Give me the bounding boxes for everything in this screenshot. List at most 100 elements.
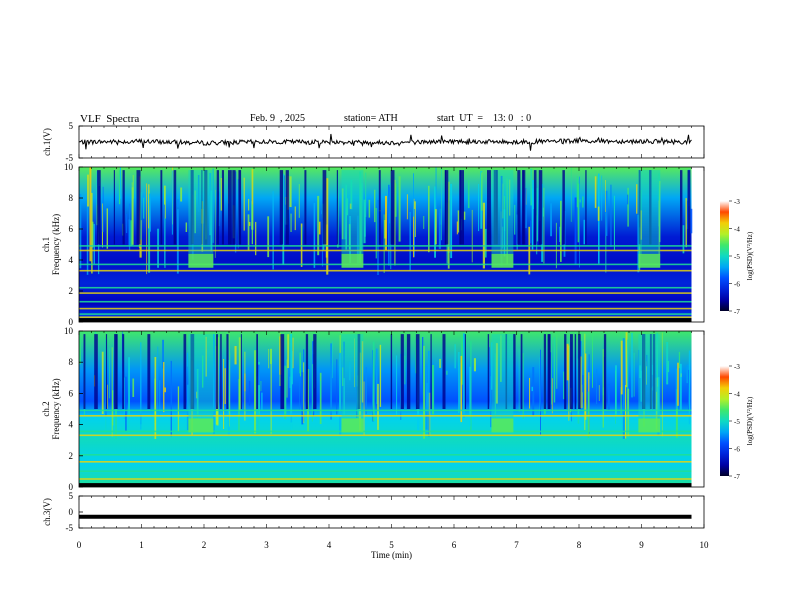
- ch3-waveform-panel: 5 0 -5 ch.3(V): [42, 491, 705, 533]
- s2-quiet-gap: [357, 334, 361, 409]
- s2-sferic-streak: [223, 359, 225, 429]
- s2-sferic-streak: [163, 362, 165, 413]
- s1-sferic-streak: [344, 197, 347, 240]
- s2-sferic-streak: [404, 355, 406, 385]
- s2-sferic-streak: [675, 368, 678, 409]
- s2-sferic-streak: [376, 348, 378, 405]
- s2-sferic-streak: [342, 367, 344, 386]
- s1-sferic-streak: [383, 214, 385, 273]
- ch1-cb-bar: [720, 201, 729, 311]
- s2-sferic-streak: [311, 350, 313, 422]
- s1-quiet-gap: [113, 170, 115, 245]
- s2-sferic-streak: [128, 357, 130, 439]
- s1-sferic-streak: [441, 167, 442, 241]
- ch2-colorbar: -3 -4 -5 -6 -7 log(PSD)(V²/Hz): [720, 363, 754, 481]
- s1-sferic-streak: [413, 173, 414, 217]
- s1-quiet-gap: [304, 170, 307, 245]
- s2-quiet-gap: [305, 334, 309, 409]
- s2-sferic-streak: [551, 333, 552, 405]
- s1-sferic-streak: [516, 214, 518, 250]
- s1-sferic-streak: [326, 178, 329, 275]
- s2-sferic-streak: [354, 338, 355, 388]
- s2-sferic-streak: [227, 359, 230, 436]
- s1-sferic-streak: [413, 209, 415, 257]
- s1-sferic-streak: [423, 216, 425, 229]
- s1-tone-band: [79, 286, 692, 289]
- s2-quiet-gap: [256, 334, 258, 409]
- s1-sferic-streak: [350, 179, 353, 210]
- s1-sferic-streak: [149, 193, 151, 232]
- s1-quiet-gap: [122, 170, 125, 245]
- s2-quiet-gap: [122, 334, 125, 409]
- s2-sferic-streak: [640, 370, 642, 402]
- s2-quiet-gap: [226, 334, 229, 409]
- s1-sferic-streak: [481, 172, 483, 211]
- s1-sferic-streak: [627, 187, 629, 227]
- s2-sferic-streak: [79, 334, 81, 365]
- s2-sferic-streak: [170, 360, 172, 437]
- s2-quiet-gap: [642, 334, 646, 409]
- s2-sferic-streak: [661, 332, 663, 437]
- s1-sferic-streak: [659, 181, 661, 243]
- s2-ytick-label: 4: [69, 420, 74, 430]
- s2-quiet-gap: [578, 334, 581, 409]
- s2-sferic-streak: [224, 368, 226, 405]
- s2-tone-band: [79, 454, 692, 456]
- s1-quiet-gap: [336, 170, 338, 245]
- s1-sferic-streak: [345, 184, 347, 250]
- s1-sferic-streak: [532, 180, 535, 209]
- s1-sferic-streak: [290, 213, 292, 232]
- s2-sferic-streak: [625, 332, 628, 388]
- s1-sferic-streak: [363, 199, 366, 244]
- s1-sferic-streak: [594, 176, 597, 208]
- s1-sferic-streak: [131, 182, 133, 244]
- s1-sferic-streak: [283, 175, 285, 218]
- time-tick-label: 2: [202, 540, 207, 550]
- s2-sferic-streak: [587, 391, 590, 438]
- s2-sferic-streak: [238, 337, 241, 411]
- s1-sferic-streak: [251, 204, 253, 245]
- s1-sferic-streak: [605, 180, 606, 213]
- s2-sferic-streak: [688, 369, 689, 410]
- s1-sferic-streak: [321, 218, 324, 267]
- time-tick-label: 5: [389, 540, 394, 550]
- s2-quiet-gap: [114, 334, 117, 409]
- s1-sferic-streak: [194, 190, 196, 234]
- s1-quiet-gap: [232, 170, 236, 245]
- s2-sferic-streak: [667, 360, 670, 373]
- s2-sferic-streak: [463, 333, 465, 418]
- s1-sferic-streak: [301, 226, 303, 245]
- s1-sferic-streak: [255, 221, 257, 256]
- s1-quiet-gap: [190, 170, 194, 245]
- s2-quiet-gap: [83, 334, 86, 409]
- s1-sferic-streak: [79, 194, 82, 269]
- s2-quiet-gap: [564, 334, 567, 409]
- s2-ytick-label: 10: [64, 326, 74, 336]
- s2-sferic-streak: [469, 366, 471, 427]
- s2-sferic-streak: [549, 352, 552, 387]
- s1-sferic-streak: [294, 206, 296, 231]
- s1-quiet-gap: [687, 170, 691, 245]
- s1-sferic-streak: [267, 216, 270, 258]
- s1-sferic-streak: [570, 167, 572, 222]
- s2-sferic-streak: [287, 334, 289, 368]
- s1-sferic-streak: [321, 210, 322, 215]
- s2-sferic-streak: [234, 346, 237, 365]
- s1-quiet-gap: [649, 170, 652, 245]
- chart-title: VLF Spectra: [80, 113, 140, 125]
- s1-sferic-streak: [530, 168, 533, 206]
- s2-sferic-streak: [248, 380, 251, 406]
- s1-burst-halo: [491, 170, 514, 254]
- s1-burst: [638, 253, 661, 268]
- s1-sferic-streak: [272, 191, 274, 270]
- s1-sferic-streak: [636, 184, 638, 214]
- s2-burst-halo: [341, 334, 364, 419]
- s1-sferic-streak: [119, 167, 121, 199]
- s1-sferic-streak: [377, 200, 379, 275]
- s2-sferic-streak: [688, 350, 691, 425]
- ch2-cb-tick-label: -3: [734, 363, 740, 371]
- s2-sferic-streak: [566, 343, 569, 381]
- s1-quiet-gap: [285, 170, 289, 245]
- s2-quiet-gap: [406, 334, 411, 409]
- s2-sferic-streak: [494, 353, 496, 431]
